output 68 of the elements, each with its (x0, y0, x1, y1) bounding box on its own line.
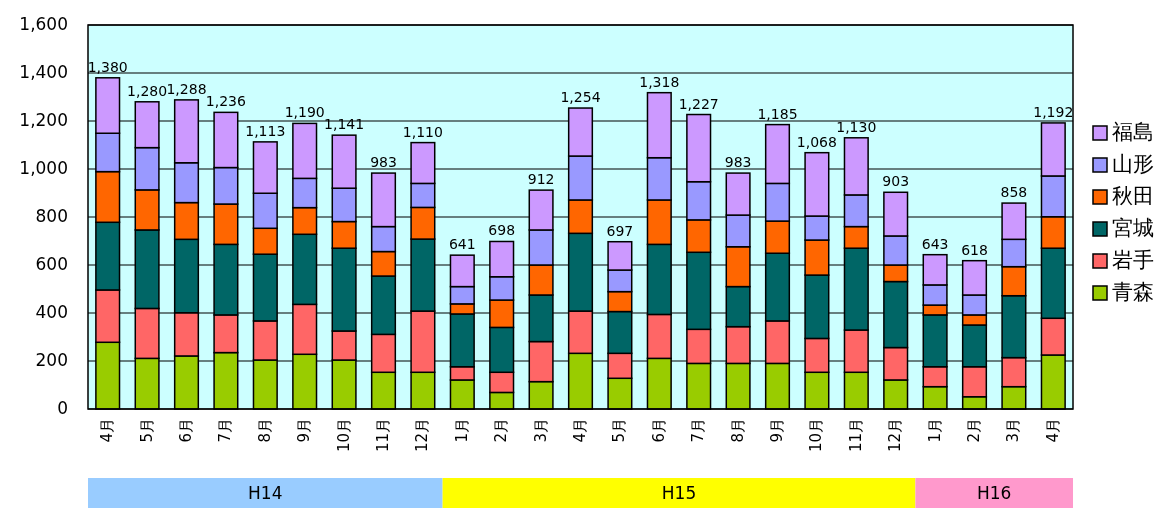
total-label: 1,113 (245, 122, 286, 139)
legend-label: 岩手 (1112, 248, 1154, 272)
y-tick-label: 1,000 (19, 158, 68, 178)
x-tick-label: 4月 (98, 418, 117, 443)
x-tick-label: 6月 (177, 418, 195, 443)
total-label: 1,068 (796, 133, 837, 150)
total-label: 697 (606, 222, 634, 239)
total-label: 1,288 (166, 80, 207, 97)
total-label: 1,318 (639, 73, 680, 90)
total-label: 912 (527, 171, 555, 188)
y-tick-label: 400 (35, 302, 68, 322)
x-tick-label: 7月 (216, 418, 235, 443)
x-tick-label: 2月 (492, 418, 511, 443)
legend-label: 山形 (1112, 152, 1154, 176)
y-tick-label: 600 (35, 254, 68, 274)
x-tick-label: 5月 (137, 418, 156, 443)
total-label: 858 (1000, 184, 1028, 201)
total-label: 641 (448, 236, 476, 253)
total-label: 1,185 (757, 105, 798, 122)
total-label: 1,280 (127, 82, 168, 99)
x-tick-label: 10月 (334, 418, 353, 453)
x-tick-label: 9月 (295, 418, 314, 443)
x-tick-label: 12月 (886, 418, 905, 453)
total-label: 983 (370, 154, 397, 171)
total-label: 1,227 (678, 95, 719, 112)
x-tick-label: 3月 (531, 418, 550, 443)
x-tick-label: 3月 (1004, 418, 1023, 443)
x-tick-label: 5月 (610, 418, 629, 443)
total-label: 1,141 (324, 116, 365, 133)
x-tick-label: 4月 (1043, 418, 1062, 443)
y-tick-label: 1,200 (19, 110, 68, 130)
total-label: 618 (961, 241, 988, 258)
y-tick-label: 200 (35, 350, 68, 370)
x-tick-label: 9月 (768, 418, 786, 443)
total-label: 983 (724, 154, 752, 171)
x-tick-label: 11月 (846, 418, 865, 453)
total-label: 1,110 (402, 123, 443, 140)
x-tick-label: 6月 (649, 418, 668, 443)
x-tick-label: 2月 (965, 418, 983, 443)
total-label: 1,192 (1033, 103, 1074, 120)
legend-label: 青森 (1112, 280, 1154, 304)
total-label: 903 (882, 173, 910, 190)
x-tick-label: 4月 (571, 418, 589, 443)
legend-label: 秋田 (1112, 184, 1154, 208)
y-tick-label: 0 (57, 398, 68, 418)
x-tick-label: 1月 (452, 418, 471, 443)
x-tick-label: 11月 (374, 418, 392, 453)
total-label: 1,254 (560, 89, 601, 106)
total-label: 1,380 (87, 58, 128, 75)
x-tick-label: 7月 (689, 418, 708, 443)
x-tick-label: 10月 (807, 418, 826, 453)
y-tick-label: 1,400 (19, 62, 68, 82)
total-label: 643 (921, 235, 949, 252)
x-tick-label: 8月 (728, 418, 747, 443)
total-label: 698 (488, 222, 516, 239)
x-tick-label: 1月 (925, 418, 944, 443)
total-label: 1,190 (284, 104, 325, 121)
legend-label: 宮城 (1112, 216, 1154, 240)
text: H15 (661, 483, 697, 503)
y-tick-label: 800 (35, 206, 68, 226)
y-tick-label: 1,600 (19, 14, 68, 34)
total-label: 1,130 (836, 118, 877, 135)
x-tick-label: 12月 (413, 418, 432, 453)
total-label: 1,236 (205, 93, 247, 110)
legend-label: 福島 (1112, 120, 1154, 144)
text: H16 (976, 483, 1012, 503)
text: H14 (248, 483, 283, 503)
x-tick-label: 8月 (255, 418, 274, 443)
